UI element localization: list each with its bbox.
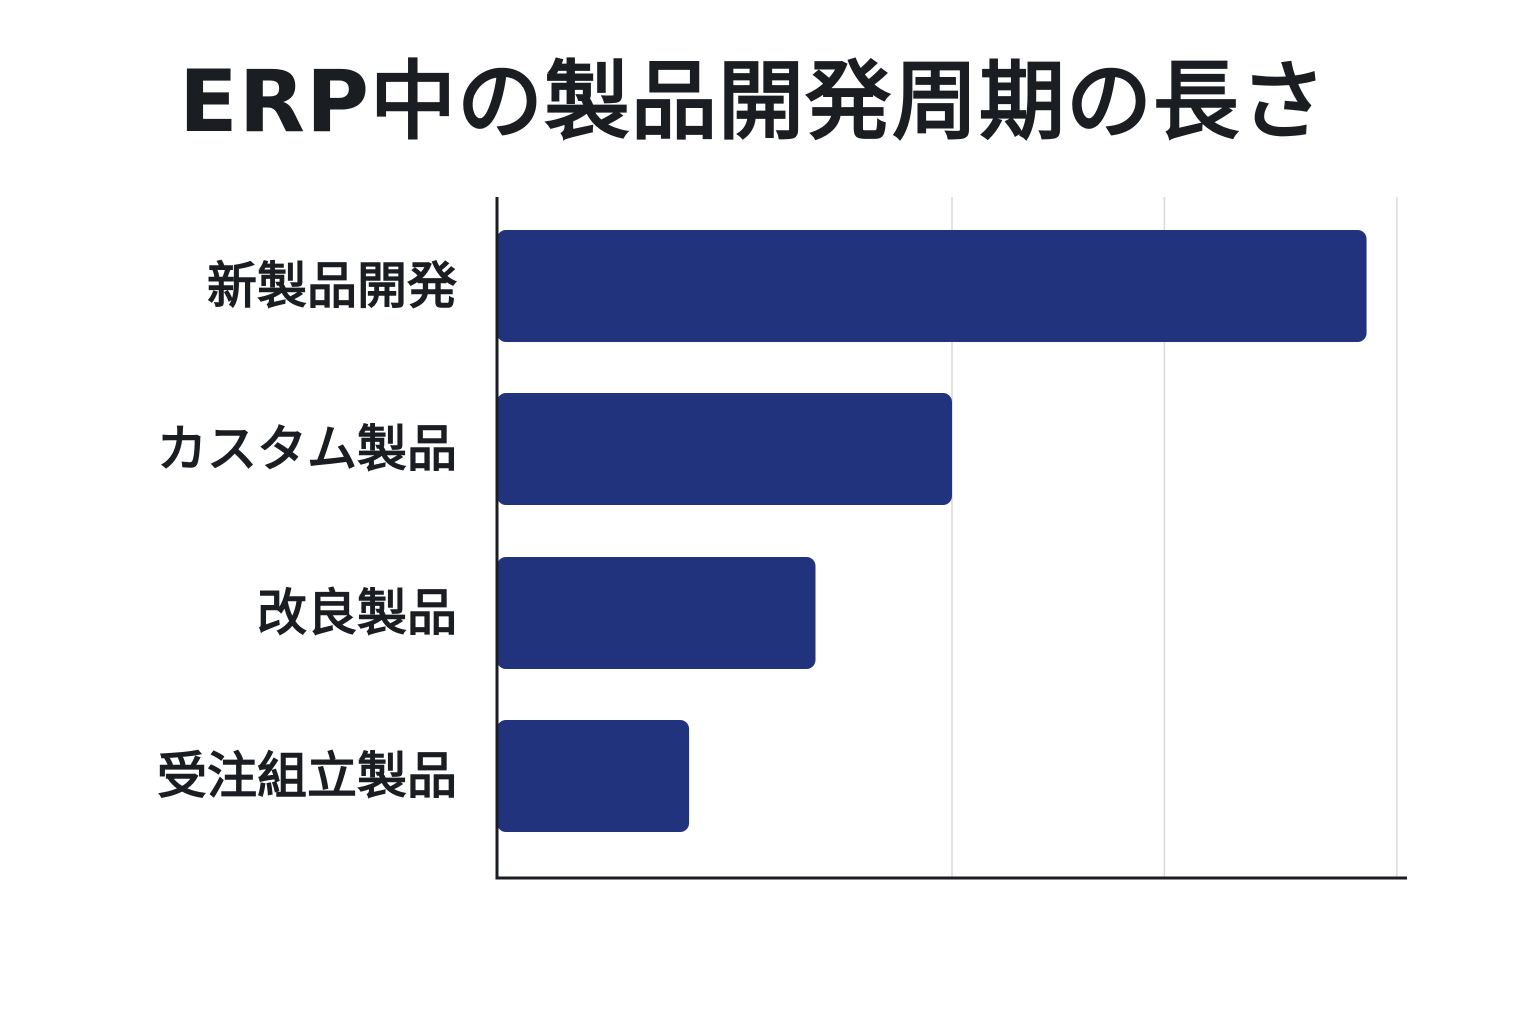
category-label-2: 改良製品 [257,584,457,642]
bars [497,230,1367,832]
bar-0 [497,230,1367,342]
category-label-0: 新製品開発 [207,257,458,315]
chart-title: ERP中の製品開発周期の長さ [179,52,1327,152]
bar-3 [497,720,690,832]
axes [495,197,1407,880]
bar-2 [497,557,816,669]
bar-1 [497,393,952,505]
category-label-1: カスタム製品 [157,420,457,478]
category-label-3: 受注組立製品 [157,747,457,805]
